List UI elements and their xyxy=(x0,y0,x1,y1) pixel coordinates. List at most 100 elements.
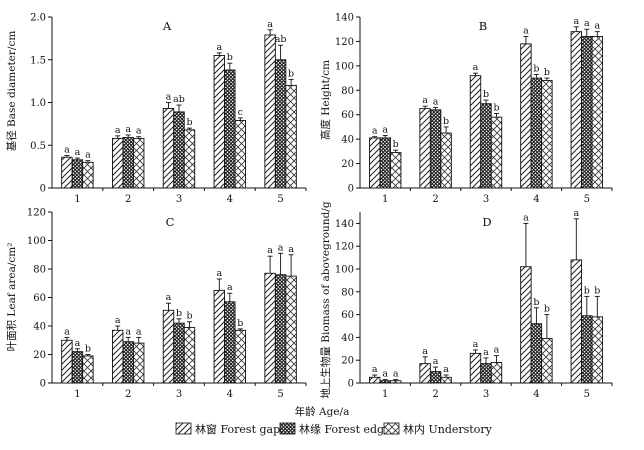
panel-b-ytick-label: 140 xyxy=(335,13,354,24)
panel-b-xtick-label: 1 xyxy=(382,194,388,205)
panel-b-sig-letter-gap-4: a xyxy=(523,26,529,37)
panel-a-sig-letter-gap-1: a xyxy=(64,145,70,156)
panel-a-bar-under-5 xyxy=(285,84,297,189)
panel-c-bar-gap-2 xyxy=(111,329,124,384)
panel-a-xtick-label: 3 xyxy=(176,194,182,205)
panel-d-ytick-label: 100 xyxy=(335,265,354,276)
panel-d-xtick-label: 1 xyxy=(382,389,388,400)
panel-b-sig-letter-under-3: b xyxy=(493,102,499,113)
panel-c-bar-gap-1 xyxy=(61,339,73,384)
panel-c-bar-edge-2 xyxy=(122,341,134,384)
panel-d: 地上生物量 Biomass of aboveground/g 0 20 40 60 80… xyxy=(319,201,613,400)
panel-b-bar-edge-4 xyxy=(530,77,543,189)
panel-d-bar-under-4 xyxy=(541,338,553,384)
panel-c-ytick-label: 60 xyxy=(33,293,46,304)
panel-a-sig-letter-gap-5: a xyxy=(267,19,273,30)
panel-c-xtick-label: 5 xyxy=(277,389,283,400)
panel-c-bar-edge-3 xyxy=(173,322,185,384)
panel-a-bar-edge-3 xyxy=(173,111,185,189)
panel-a-bar-under-3 xyxy=(183,129,196,189)
panel-b-ytick-label: 60 xyxy=(341,110,354,121)
panel-b-xtick-label: 4 xyxy=(533,194,539,205)
panel-d-bar-under-2 xyxy=(440,376,452,384)
panel-b-xtick-label: 5 xyxy=(584,194,590,205)
panel-b-bar-gap-4 xyxy=(520,43,532,189)
panel-d-ytick-label: 40 xyxy=(341,333,354,344)
panel-c-sig-letter-under-2: a xyxy=(136,326,142,337)
panel-a-sig-letter-edge-5: ab xyxy=(275,34,287,45)
panel-a-xtick-label: 2 xyxy=(125,194,131,205)
panel-b-sig-letter-edge-2: a xyxy=(433,96,439,107)
panel-c-bar-under-4 xyxy=(234,329,247,384)
panel-c-bar-under-3 xyxy=(183,326,196,384)
panel-c-ylabel: 叶面积 Leaf area/cm² xyxy=(6,243,18,352)
panel-a-bar-edge-4 xyxy=(224,69,236,189)
panel-c-bar-gap-5 xyxy=(264,272,276,384)
panel-b-ylabel: 高度 Height/cm xyxy=(319,60,332,140)
panel-c-sig-letter-edge-3: b xyxy=(176,308,182,319)
panel-b-bar-under-5 xyxy=(591,36,603,189)
panel-a-ytick-label: 1.5 xyxy=(30,55,46,66)
panel-b-sig-letter-edge-4: b xyxy=(533,63,539,74)
panel-c-ytick-label: 20 xyxy=(33,350,46,361)
panel-b-ytick-label: 0 xyxy=(348,184,354,195)
panel-d-bar-under-1 xyxy=(390,380,402,384)
panel-c-ytick-label: 80 xyxy=(33,265,46,276)
panel-a-sig-letter-under-2: a xyxy=(136,126,142,137)
panel-c-xtick-label: 3 xyxy=(176,389,182,400)
panel-d-sig-letter-gap-4: a xyxy=(523,212,529,223)
panel-a-ytick-label: 0.5 xyxy=(30,141,46,152)
panel-a-bar-under-2 xyxy=(132,137,145,189)
panel-b-sig-letter-gap-3: a xyxy=(473,62,479,73)
panel-c-bar-under-1 xyxy=(82,355,94,384)
legend-label-forest-gap: 林窗 Forest gap xyxy=(195,422,280,436)
panel-a-ytick-label: 2.0 xyxy=(30,13,46,24)
panel-b-bar-under-2 xyxy=(440,132,452,189)
panel-a-sig-letter-edge-2: a xyxy=(125,124,131,135)
panel-d-ytick-label: 140 xyxy=(335,219,354,230)
panel-c-sig-letter-under-4: b xyxy=(237,318,243,329)
panel-a-sig-letter-gap-4: a xyxy=(216,42,222,53)
panel-c-xtick-label: 1 xyxy=(74,389,80,400)
panel-b-sig-letter-edge-5: a xyxy=(584,18,590,29)
panel-a-bar-edge-2 xyxy=(122,137,134,189)
panel-b-bar-gap-2 xyxy=(419,108,431,189)
panel-b-bar-under-3 xyxy=(490,116,503,189)
panel-a-bar-edge-1 xyxy=(71,159,84,189)
panel-b-bar-edge-2 xyxy=(429,109,442,189)
panel-c-sig-letter-under-1: b xyxy=(85,344,91,355)
panel-b-xtick-label: 3 xyxy=(483,194,489,205)
panel-c-sig-letter-gap-2: a xyxy=(115,315,121,326)
panel-a-bar-under-1 xyxy=(82,161,94,189)
panel-c-bar-gap-4 xyxy=(213,289,226,384)
panel-d-sig-letter-gap-3: a xyxy=(473,339,479,350)
panel-a-sig-letter-under-3: b xyxy=(186,117,192,128)
panel-d-ytick-label: 60 xyxy=(341,310,354,321)
panel-a-ylabel: 基径 Base diameter/cm xyxy=(5,31,18,152)
panel-c-sig-letter-under-3: b xyxy=(186,311,192,322)
panel-d-title: D xyxy=(482,215,491,229)
panel-a-sig-letter-under-5: b xyxy=(288,68,294,79)
x-axis-title: 年龄 Age/a xyxy=(295,405,350,418)
panel-d-ytick-label: 0 xyxy=(348,379,354,390)
panel-c-sig-letter-gap-3: a xyxy=(166,292,172,303)
panel-c-sig-letter-gap-5: a xyxy=(267,245,273,256)
panel-d-sig-letter-under-4: b xyxy=(544,304,550,315)
panel-c-xtick-label: 2 xyxy=(125,389,131,400)
panel-d-xtick-label: 2 xyxy=(432,389,438,400)
panel-d-ytick-label: 20 xyxy=(341,356,354,367)
panel-d-sig-letter-gap-1: a xyxy=(372,364,378,375)
panel-a-sig-letter-edge-3: ab xyxy=(173,94,185,105)
panel-d-sig-letter-under-2: a xyxy=(443,364,449,375)
panel-d-bar-gap-2 xyxy=(419,363,431,384)
panel-c-sig-letter-gap-1: a xyxy=(64,326,70,337)
legend-label-understory: 林内 Understory xyxy=(403,422,493,436)
panel-a-bar-gap-1 xyxy=(61,156,73,189)
panel-b-ytick-label: 120 xyxy=(335,37,354,48)
panel-d-ytick-label: 80 xyxy=(341,287,354,298)
panel-a-xtick-label: 5 xyxy=(277,194,283,205)
panel-d-bar-under-5 xyxy=(591,316,603,384)
